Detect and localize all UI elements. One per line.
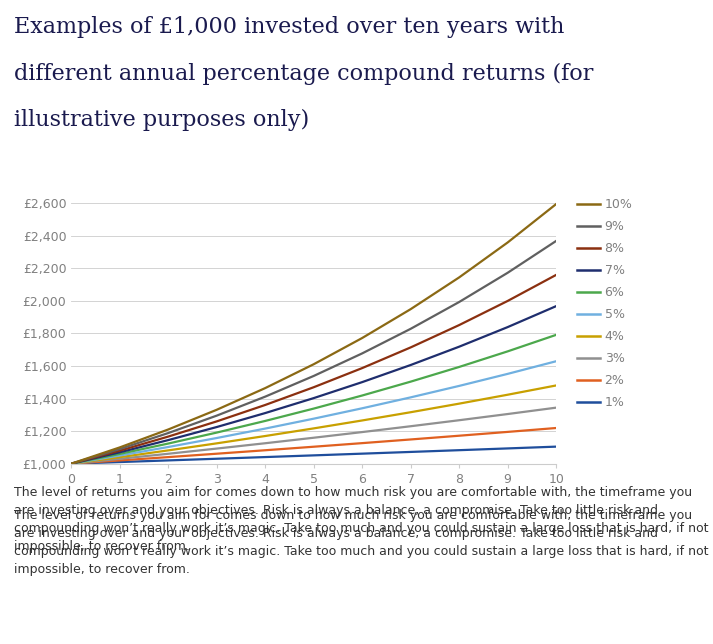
- Text: The level of returns you aim for comes down to how much risk you are comfortable: The level of returns you aim for comes d…: [14, 509, 709, 576]
- Text: The level of returns you aim for comes down to how much risk you are comfortable: The level of returns you aim for comes d…: [14, 486, 709, 553]
- Text: different annual percentage compound returns (for: different annual percentage compound ret…: [14, 62, 594, 84]
- Text: illustrative purposes only): illustrative purposes only): [14, 109, 309, 131]
- Legend: 10%, 9%, 8%, 7%, 6%, 5%, 4%, 3%, 2%, 1%: 10%, 9%, 8%, 7%, 6%, 5%, 4%, 3%, 2%, 1%: [572, 193, 637, 414]
- Text: Examples of £1,000 invested over ten years with: Examples of £1,000 invested over ten yea…: [14, 16, 565, 38]
